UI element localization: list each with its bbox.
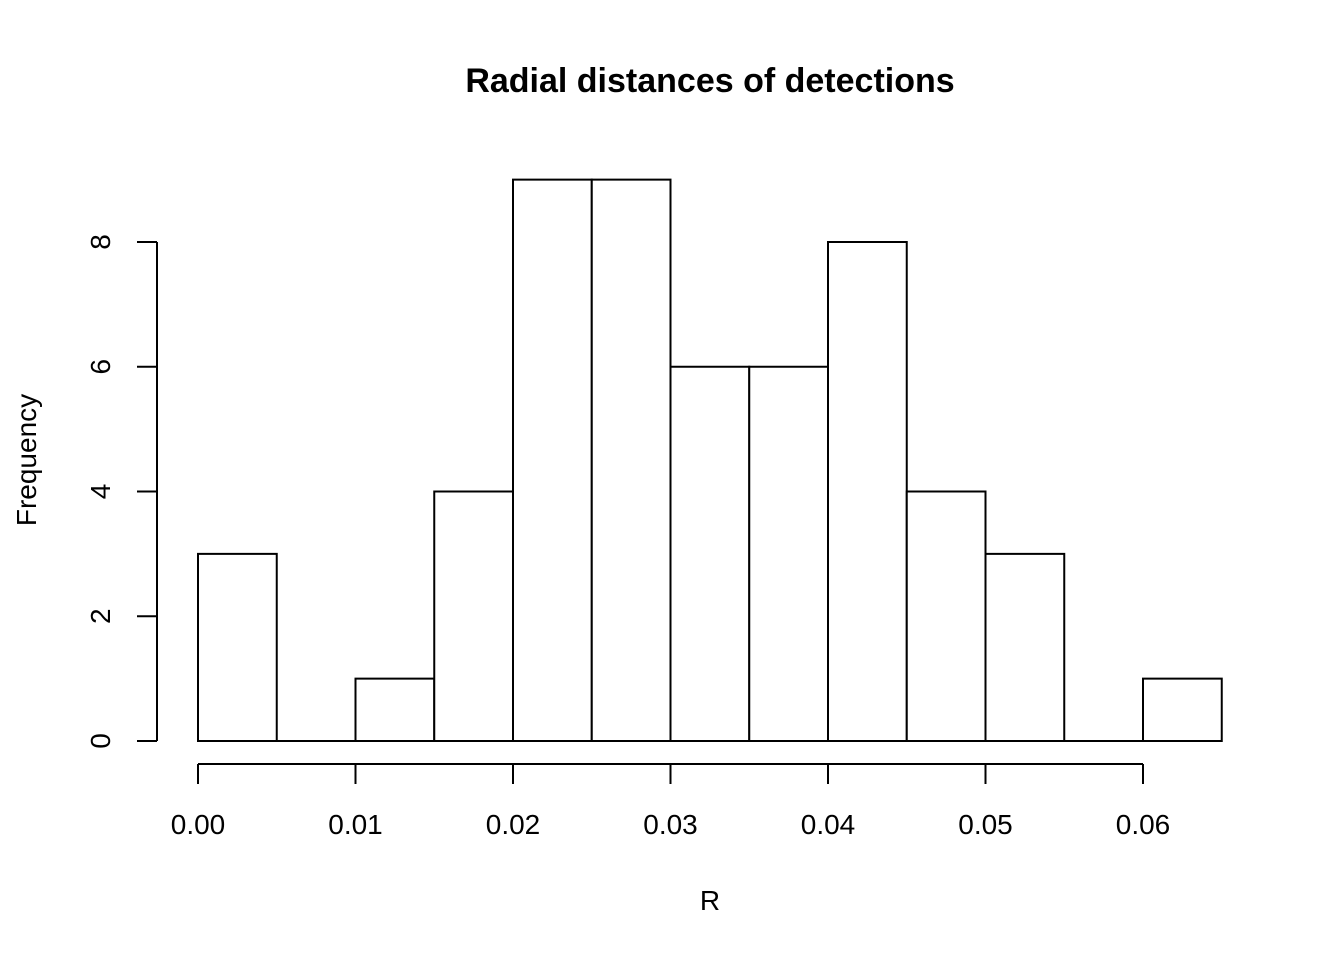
histogram-bar [827,241,908,742]
histogram-bar [748,365,829,742]
histogram-bar [354,677,436,742]
y-tick-label: 0 [85,733,116,749]
x-tick-label: 0.01 [328,809,383,840]
x-tick-label: 0.06 [1116,809,1171,840]
histogram-bar [984,552,1066,742]
histogram-bar [905,490,987,742]
histogram-bar [669,365,751,742]
x-tick-label: 0.04 [801,809,856,840]
x-tick-label: 0.00 [171,809,226,840]
x-tick-label: 0.05 [958,809,1013,840]
y-tick-label: 2 [85,608,116,624]
y-tick-label: 6 [85,359,116,375]
histogram-bar [433,490,514,742]
y-axis-label: Frequency [11,394,42,526]
x-tick-label: 0.03 [643,809,698,840]
x-axis: 0.00 0.01 0.02 0.03 0.04 0.05 0.06 [171,763,1171,840]
histogram-bar [1142,677,1223,742]
chart-title: Radial distances of detections [465,62,954,100]
histogram-bar [197,552,278,742]
y-tick-label: 4 [85,484,116,500]
x-tick-label: 0.02 [486,809,541,840]
x-axis-label: R [700,885,720,916]
histogram-bar [512,178,593,742]
y-axis: 0 2 4 6 8 [85,234,158,749]
histogram-bar [590,178,672,742]
y-tick-label: 8 [85,234,116,250]
bars-group [197,178,1223,742]
